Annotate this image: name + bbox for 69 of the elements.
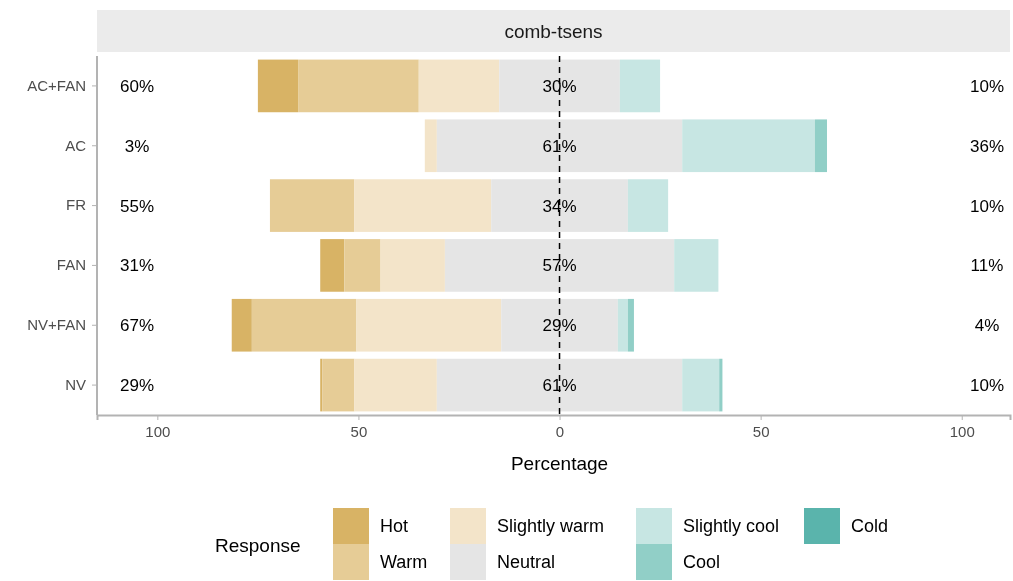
- annotation: 29%: [119, 376, 155, 396]
- bar: [491, 179, 628, 232]
- bar: [322, 358, 355, 412]
- annotation: 57%: [542, 256, 577, 276]
- annotation: 60%: [119, 76, 155, 96]
- bar: [499, 59, 620, 113]
- bar: [354, 179, 492, 232]
- annotation: 34%: [542, 196, 577, 216]
- bar: [436, 119, 683, 173]
- bar: [424, 119, 437, 173]
- bar: [501, 298, 618, 352]
- legend-label: Slightly cool: [683, 516, 780, 537]
- chart-title: comb-tsens: [504, 21, 603, 42]
- bar: [627, 298, 634, 352]
- x-tick-label: 100: [949, 422, 975, 440]
- bar: [354, 358, 437, 412]
- bar: [619, 59, 661, 113]
- annotation: 61%: [542, 376, 577, 396]
- bar: [627, 179, 669, 232]
- bar: [269, 179, 355, 232]
- bar: [682, 358, 720, 412]
- annotation: 10%: [969, 376, 1005, 396]
- legend-title: Response: [215, 535, 301, 556]
- legend-label: Hot: [380, 516, 409, 537]
- annotation: 61%: [542, 136, 577, 156]
- bar: [298, 59, 419, 113]
- bar: [320, 239, 345, 292]
- x-tick-label: 0: [555, 422, 565, 440]
- bar: [380, 239, 445, 292]
- bar: [356, 298, 502, 352]
- annotation: 31%: [119, 256, 155, 276]
- annotation: 10%: [969, 76, 1005, 96]
- bar: [257, 59, 299, 113]
- legend-label: Neutral: [497, 552, 556, 573]
- bar: [320, 358, 323, 412]
- x-tick-label: 100: [145, 422, 171, 440]
- y-tick-label: NV+FAN: [27, 316, 86, 334]
- annotation: 11%: [970, 256, 1004, 276]
- annotation: 55%: [119, 196, 155, 216]
- bar: [344, 239, 381, 292]
- y-tick-label: NV: [65, 375, 86, 393]
- bar: [814, 119, 827, 173]
- annotation: 67%: [119, 316, 155, 336]
- bar: [418, 59, 500, 113]
- bar: [682, 119, 815, 173]
- legend-label: Cold: [851, 516, 889, 537]
- y-tick-label: FR: [66, 196, 87, 214]
- bar: [444, 239, 675, 292]
- y-tick-label: FAN: [56, 256, 86, 274]
- annotation: 36%: [969, 136, 1005, 156]
- legend-label: Slightly warm: [497, 516, 605, 537]
- annotation: 29%: [542, 316, 577, 336]
- x-axis-title: Percentage: [510, 453, 609, 474]
- bar: [719, 358, 723, 412]
- x-tick-label: 50: [752, 422, 770, 440]
- annotation: 30%: [542, 76, 577, 96]
- annotation: 3%: [124, 136, 150, 156]
- annotation: 4%: [974, 316, 1000, 336]
- x-tick-label: 50: [350, 422, 368, 440]
- bar: [674, 239, 719, 292]
- y-tick-label: AC: [65, 136, 87, 154]
- annotation: 10%: [969, 196, 1005, 216]
- legend-label: Warm: [380, 552, 428, 573]
- legend-label: Cool: [683, 552, 721, 573]
- bar: [617, 298, 628, 352]
- y-tick-label: AC+FAN: [27, 76, 86, 94]
- bar: [231, 298, 252, 352]
- bar: [436, 358, 683, 412]
- bar: [251, 298, 357, 352]
